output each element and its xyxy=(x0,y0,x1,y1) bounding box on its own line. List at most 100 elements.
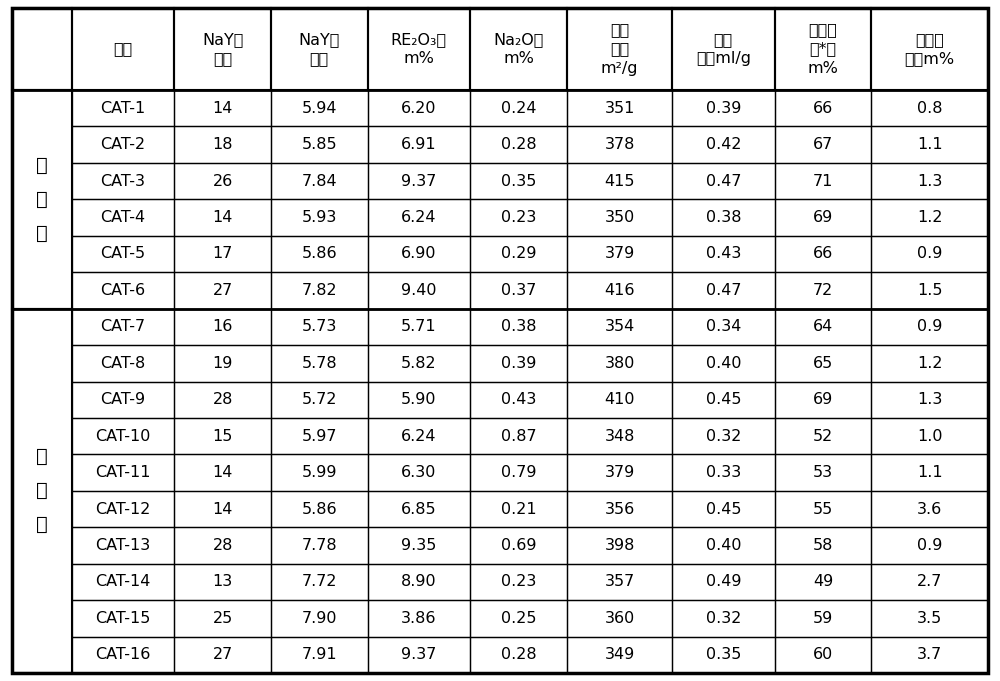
Text: 5.93: 5.93 xyxy=(302,210,337,225)
Text: 67: 67 xyxy=(813,137,833,152)
Text: 对
比
例: 对 比 例 xyxy=(36,447,48,535)
Text: 1.0: 1.0 xyxy=(917,428,942,443)
Text: 6.30: 6.30 xyxy=(401,465,437,480)
Bar xyxy=(368,491,470,527)
Bar xyxy=(567,200,672,236)
Bar xyxy=(470,564,567,600)
Bar xyxy=(470,600,567,637)
Bar xyxy=(775,637,871,673)
Text: 0.8: 0.8 xyxy=(917,101,942,116)
Bar xyxy=(470,236,567,272)
Text: 0.40: 0.40 xyxy=(706,355,741,370)
Bar xyxy=(567,564,672,600)
Text: 6.91: 6.91 xyxy=(401,137,437,152)
Bar xyxy=(470,345,567,381)
Text: 64: 64 xyxy=(813,319,833,334)
Text: 356: 356 xyxy=(604,501,635,516)
Bar xyxy=(775,90,871,127)
Text: 0.38: 0.38 xyxy=(501,319,536,334)
Text: 0.34: 0.34 xyxy=(706,319,741,334)
Bar xyxy=(368,454,470,491)
Text: 3.6: 3.6 xyxy=(917,501,942,516)
Text: 27: 27 xyxy=(212,647,233,663)
Bar xyxy=(470,127,567,163)
Bar xyxy=(567,527,672,564)
Bar xyxy=(72,564,174,600)
Text: 项目: 项目 xyxy=(113,42,133,57)
Text: 0.79: 0.79 xyxy=(501,465,536,480)
Text: 1.3: 1.3 xyxy=(917,392,942,407)
Bar xyxy=(174,381,271,418)
Text: 0.9: 0.9 xyxy=(917,319,942,334)
Text: 14: 14 xyxy=(212,501,233,516)
Text: 7.90: 7.90 xyxy=(302,611,337,626)
Text: 14: 14 xyxy=(212,465,233,480)
Bar xyxy=(174,491,271,527)
Bar xyxy=(368,564,470,600)
Text: 1.2: 1.2 xyxy=(917,210,942,225)
Bar xyxy=(368,272,470,308)
Bar xyxy=(174,418,271,454)
Bar xyxy=(567,491,672,527)
Bar xyxy=(871,236,988,272)
Text: 0.33: 0.33 xyxy=(706,465,741,480)
Text: 0.23: 0.23 xyxy=(501,210,536,225)
Text: 69: 69 xyxy=(813,392,833,407)
Text: 5.78: 5.78 xyxy=(301,355,337,370)
Bar xyxy=(672,272,775,308)
Bar xyxy=(368,527,470,564)
Text: 66: 66 xyxy=(813,101,833,116)
Text: NaY硅
铝比: NaY硅 铝比 xyxy=(299,32,340,66)
Bar xyxy=(567,308,672,345)
Bar xyxy=(174,564,271,600)
Text: 3.7: 3.7 xyxy=(917,647,942,663)
Text: 14: 14 xyxy=(212,101,233,116)
Text: 0.32: 0.32 xyxy=(706,428,741,443)
Text: 14: 14 xyxy=(212,210,233,225)
Bar xyxy=(271,600,368,637)
Text: 1.5: 1.5 xyxy=(917,283,942,298)
Text: 13: 13 xyxy=(212,574,233,590)
Bar xyxy=(470,454,567,491)
Text: 8.90: 8.90 xyxy=(401,574,437,590)
Bar xyxy=(775,272,871,308)
Text: 0.28: 0.28 xyxy=(501,647,536,663)
Text: 0.39: 0.39 xyxy=(706,101,741,116)
Text: 0.69: 0.69 xyxy=(501,538,536,553)
Bar xyxy=(871,345,988,381)
Bar xyxy=(72,163,174,200)
Bar xyxy=(470,163,567,200)
Bar xyxy=(72,200,174,236)
Text: 410: 410 xyxy=(604,392,635,407)
Text: 3.86: 3.86 xyxy=(401,611,437,626)
Text: 15: 15 xyxy=(212,428,233,443)
Text: 0.87: 0.87 xyxy=(501,428,536,443)
Bar xyxy=(368,381,470,418)
Bar xyxy=(672,90,775,127)
Bar xyxy=(271,90,368,127)
Text: 72: 72 xyxy=(813,283,833,298)
Bar xyxy=(174,127,271,163)
Text: CAT-1: CAT-1 xyxy=(100,101,146,116)
Bar xyxy=(174,600,271,637)
Text: CAT-13: CAT-13 xyxy=(95,538,151,553)
Text: 0.25: 0.25 xyxy=(501,611,536,626)
Text: 5.72: 5.72 xyxy=(302,392,337,407)
Text: CAT-3: CAT-3 xyxy=(100,174,145,189)
Bar xyxy=(567,454,672,491)
Text: 0.21: 0.21 xyxy=(501,501,536,516)
Bar xyxy=(271,8,368,90)
Text: CAT-16: CAT-16 xyxy=(95,647,151,663)
Text: 5.82: 5.82 xyxy=(401,355,437,370)
Text: 0.23: 0.23 xyxy=(501,574,536,590)
Bar xyxy=(271,236,368,272)
Text: 71: 71 xyxy=(813,174,833,189)
Text: 0.45: 0.45 xyxy=(706,501,741,516)
Bar xyxy=(368,127,470,163)
Bar xyxy=(871,272,988,308)
Bar xyxy=(368,308,470,345)
Bar xyxy=(368,418,470,454)
Bar xyxy=(271,564,368,600)
Text: CAT-4: CAT-4 xyxy=(100,210,146,225)
Bar xyxy=(871,454,988,491)
